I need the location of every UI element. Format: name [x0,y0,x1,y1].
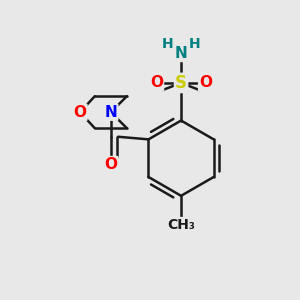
Text: H: H [162,37,174,51]
Text: O: O [199,75,212,90]
Text: N: N [175,46,188,61]
Text: O: O [104,157,117,172]
Text: CH₃: CH₃ [167,218,195,232]
Text: S: S [175,74,187,92]
Text: N: N [104,105,117,120]
Text: O: O [74,105,86,120]
Text: H: H [188,37,200,51]
Text: O: O [150,75,163,90]
